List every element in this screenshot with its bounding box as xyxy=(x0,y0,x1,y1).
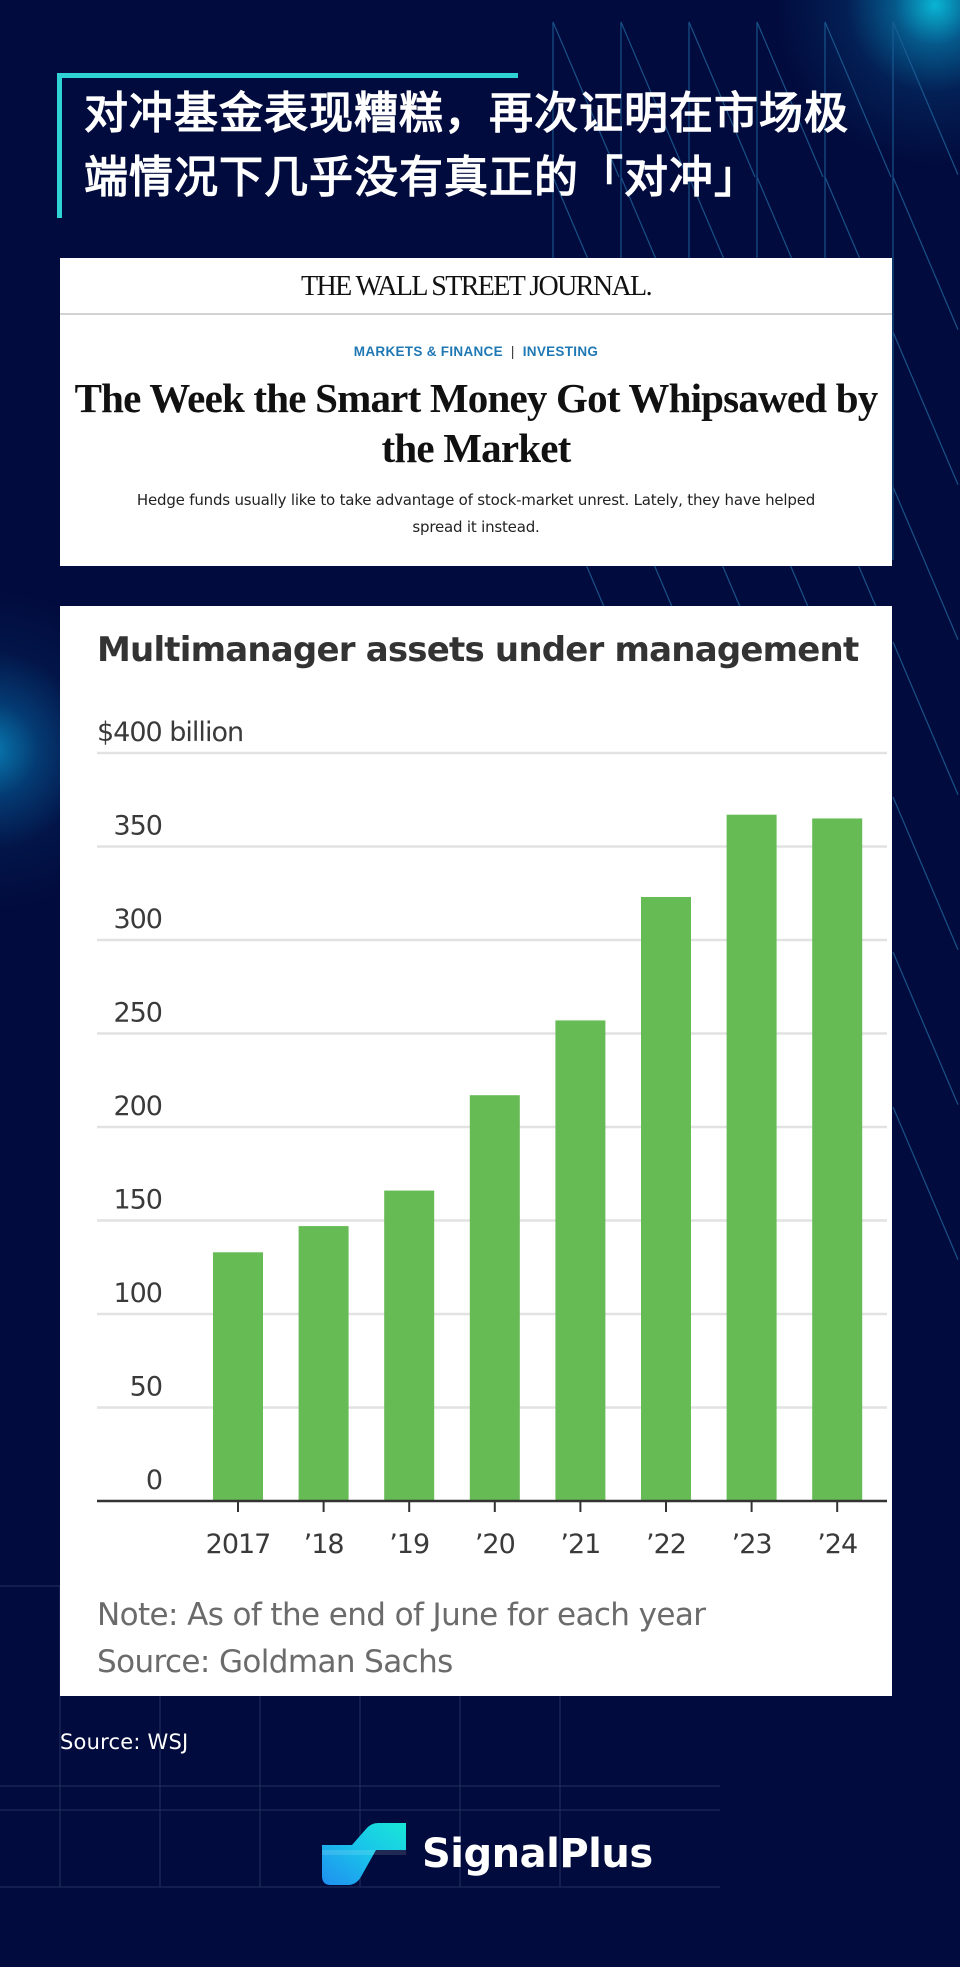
source-label: Source: WSJ xyxy=(60,1730,189,1754)
y-tick-label: $400 billion xyxy=(97,717,243,748)
bar-23 xyxy=(726,814,777,1501)
y-tick-label: 200 xyxy=(113,1091,162,1122)
bar-chart: 0 50 100 150 200 250 300 350 $400 billion 2017 ’18… xyxy=(97,717,887,1560)
page-title-line-2: 端情况下几乎没有真正的「对冲」 xyxy=(84,152,759,203)
y-tick-label: 0 xyxy=(146,1465,162,1496)
y-tick-label: 300 xyxy=(113,904,162,935)
x-tick-label: ’22 xyxy=(646,1529,686,1560)
x-tick-label: 2017 xyxy=(206,1529,271,1560)
chart-note: Note: As of the end of June for each yea… xyxy=(97,1597,706,1633)
decor-diagonal-line xyxy=(892,1106,959,1260)
signalplus-logo-icon xyxy=(322,1823,406,1885)
bar-22 xyxy=(641,896,691,1501)
y-tick-label: 250 xyxy=(113,998,162,1029)
article-dek: Hedge funds usually like to take advanta… xyxy=(136,491,816,536)
decor-diagonal-line xyxy=(892,486,959,640)
x-tick-label: ’24 xyxy=(817,1529,857,1560)
bar-20 xyxy=(469,1095,520,1501)
bar-2017 xyxy=(213,1252,263,1501)
article-headline: The Week the Smart Money Got Whipsawed b… xyxy=(74,375,879,471)
y-tick-label: 50 xyxy=(130,1372,162,1403)
page-title: 对冲基金表现糟糕，再次证明在市场极 端情况下几乎没有真正的「对冲」 xyxy=(84,82,904,210)
decor-diagonal-line xyxy=(892,331,959,485)
chart-footnote: Note: As of the end of June for each yea… xyxy=(97,1592,706,1686)
title-accent-bar-vertical xyxy=(57,73,62,218)
decor-diagonal-line xyxy=(892,641,959,795)
chart-source: Source: Goldman Sachs xyxy=(97,1644,453,1680)
decor-diagonal-line xyxy=(892,796,959,950)
x-tick-label: ’20 xyxy=(475,1529,515,1560)
breadcrumb-item-markets-finance[interactable]: MARKETS & FINANCE xyxy=(353,344,503,359)
breadcrumb-separator: | xyxy=(510,344,515,359)
bar-21 xyxy=(555,1020,606,1501)
chart-card: Multimanager assets under management 0 50… xyxy=(60,606,892,1696)
breadcrumb: MARKETS & FINANCE | INVESTING xyxy=(60,344,892,359)
page-title-line-1: 对冲基金表现糟糕，再次证明在市场极 xyxy=(84,88,849,139)
brand-name: SignalPlus xyxy=(422,1831,653,1877)
publication-masthead: THE WALL STREET JOURNAL. xyxy=(60,258,892,315)
x-tick-label: ’18 xyxy=(304,1529,344,1560)
y-tick-label: 150 xyxy=(113,1185,162,1216)
decor-diagonal-line xyxy=(892,951,959,1105)
brand-logo: SignalPlus xyxy=(322,1822,653,1886)
x-tick-label: ’19 xyxy=(389,1529,429,1560)
publication-name: THE WALL STREET JOURNAL. xyxy=(301,271,653,302)
bar-18 xyxy=(298,1226,349,1501)
y-tick-label: 350 xyxy=(113,811,162,842)
x-tick-label: ’23 xyxy=(732,1529,772,1560)
x-tick-label: ’21 xyxy=(560,1529,600,1560)
title-accent-bar xyxy=(57,73,518,78)
y-tick-label: 100 xyxy=(113,1278,162,1309)
chart-title: Multimanager assets under management xyxy=(97,630,859,670)
bar-24 xyxy=(812,818,863,1501)
breadcrumb-item-investing[interactable]: INVESTING xyxy=(522,344,599,359)
article-card: THE WALL STREET JOURNAL. MARKETS & FINAN… xyxy=(60,258,892,566)
bar-19 xyxy=(384,1190,435,1501)
